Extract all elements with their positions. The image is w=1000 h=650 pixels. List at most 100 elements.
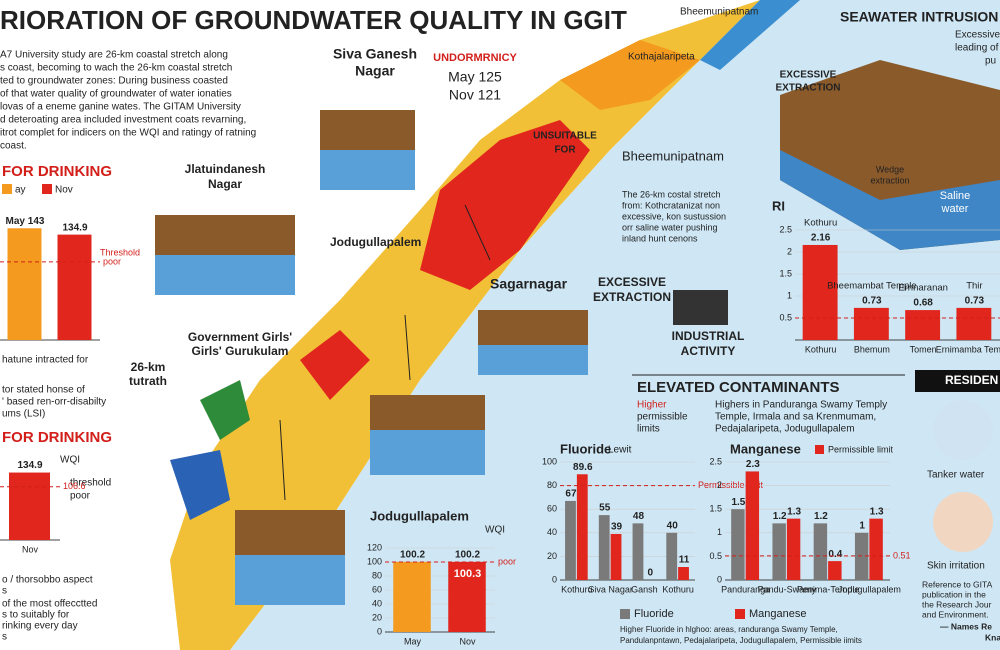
value-label: 1.2	[773, 511, 787, 522]
y-tick-label: 20	[547, 551, 557, 561]
x-tick-label: May	[404, 636, 422, 646]
map-pointer	[464, 204, 491, 261]
place-label: Jlatuindanesh	[185, 162, 266, 176]
wqi-label: WQI	[60, 455, 80, 466]
x-tick-label: Kothuru	[805, 344, 837, 354]
threshold-label: 106.6	[63, 481, 86, 491]
intrusion-label: extraction	[870, 175, 909, 185]
place-label: Kothajalaripeta	[628, 52, 695, 63]
industry-label: EXCESSIVE	[598, 275, 666, 289]
x-tick-label: Ernimamba Temple	[936, 344, 1000, 354]
place-label: tutrath	[129, 374, 167, 388]
y-axis-label: WQI	[485, 525, 505, 536]
y-tick-label: 100	[367, 556, 382, 566]
bottom-line: s to suitably for	[2, 610, 70, 621]
y-tick-label: 1	[717, 527, 722, 537]
bar	[678, 567, 689, 580]
residents-title: RESIDEN	[945, 373, 998, 387]
section-heading: ELEVATED CONTAMINANTS	[637, 379, 840, 396]
bar	[598, 515, 610, 580]
water-layer	[155, 255, 295, 295]
lsi-line: tor stated honse of	[2, 385, 85, 396]
value-label: 48	[633, 511, 645, 522]
y-tick-label: 0.5	[779, 312, 792, 322]
value-label: 100.2	[455, 550, 480, 561]
zone-value: Nov 121	[449, 87, 501, 103]
map-note: excessive, kon sustussion	[622, 211, 726, 221]
value-label: 0.4	[828, 549, 842, 560]
bar-annotation: Thir	[966, 280, 982, 291]
skin-icon	[933, 492, 993, 552]
inner-label: 100.3	[454, 568, 482, 580]
chart-title: RI	[772, 198, 785, 213]
value-label: 67	[565, 489, 577, 500]
intro-line: of that water quality of groundwater of …	[0, 89, 232, 100]
map-note: The 26-km costal stretch	[622, 189, 721, 199]
y-tick-label: 1.5	[709, 504, 722, 514]
y-tick-label: 1	[787, 290, 792, 300]
value-label: 89.6	[573, 462, 593, 473]
threshold-label: poor	[498, 556, 516, 566]
legend-label: Nov	[55, 185, 73, 196]
reference-names: Kna	[985, 632, 1000, 642]
value-label: 0.73	[862, 296, 882, 307]
limit-legend: Permissible limit	[828, 444, 894, 454]
place-label: Bheemunipatnam	[622, 148, 724, 163]
x-tick-label: Bhemum	[854, 344, 890, 354]
chart-subtitle: Lewit	[608, 445, 632, 456]
x-tick-label: Siva Nagar	[588, 584, 633, 594]
x-tick-label: Kothuru	[662, 584, 694, 594]
note: hatune intracted for	[2, 355, 89, 366]
intrusion-label: EXCESSIVE	[780, 70, 837, 81]
value-label: 2.3	[746, 459, 760, 470]
legend-label: Fluoride	[634, 608, 674, 620]
y-tick-label: 40	[372, 598, 382, 608]
higher-line: permissible	[637, 412, 688, 423]
value-label: 1.2	[814, 511, 828, 522]
bar	[853, 307, 889, 340]
industry-label: ACTIVITY	[681, 344, 736, 358]
bar-annotation: Bheemambat Temple	[827, 280, 917, 291]
chart-title: Fluoride	[560, 441, 611, 456]
value-label: 1.3	[870, 506, 884, 517]
map-note: orr saline water pushing	[622, 222, 718, 232]
bar	[57, 234, 92, 340]
bar	[7, 228, 42, 340]
zone-red	[420, 120, 590, 290]
lsi-line: ums (LSI)	[2, 409, 45, 420]
y-tick-label: 0	[377, 626, 382, 636]
intro-line: lovas of a eneme ganine wates. The GITAM…	[0, 102, 241, 113]
map-note: from: Kothcratanizat non	[622, 200, 720, 210]
intro-line: coast.	[0, 141, 27, 152]
intro-line: A7 University study are 26-km coastal st…	[0, 50, 228, 61]
threshold-label: poor	[103, 256, 121, 266]
bar	[828, 561, 842, 580]
value-label: 100.2	[400, 550, 425, 561]
threshold-label: 0.51	[893, 550, 911, 560]
y-tick-label: 2.5	[709, 456, 722, 466]
intrusion-water	[780, 150, 1000, 250]
y-tick-label: 60	[547, 504, 557, 514]
x-tick-label: Tomen	[910, 344, 937, 354]
bar	[393, 561, 431, 632]
bottom-line: s	[2, 632, 7, 643]
bar	[745, 471, 760, 580]
reference-line: and Environment.	[922, 609, 989, 619]
x-tick-label: Nov	[459, 636, 476, 646]
intro-line: s coast, becoming to wach the 26-km coas…	[0, 63, 232, 74]
bar	[802, 244, 838, 340]
y-tick-label: 40	[547, 527, 557, 537]
bar	[813, 523, 828, 580]
bottom-line: o / thorsobbo aspect	[2, 575, 93, 586]
bottom-line: s	[2, 586, 7, 597]
limit-legend-swatch	[815, 445, 824, 454]
x-tick-label: Panduranga	[721, 584, 770, 594]
legend-swatch	[735, 609, 745, 619]
highers-line: Highers in Panduranga Swamy Temply	[715, 400, 887, 411]
residents-box	[915, 370, 1000, 392]
map-pointer	[279, 419, 286, 501]
bar	[786, 518, 801, 580]
coast-band	[170, 0, 760, 650]
intrusion-line: leading of	[955, 43, 999, 54]
